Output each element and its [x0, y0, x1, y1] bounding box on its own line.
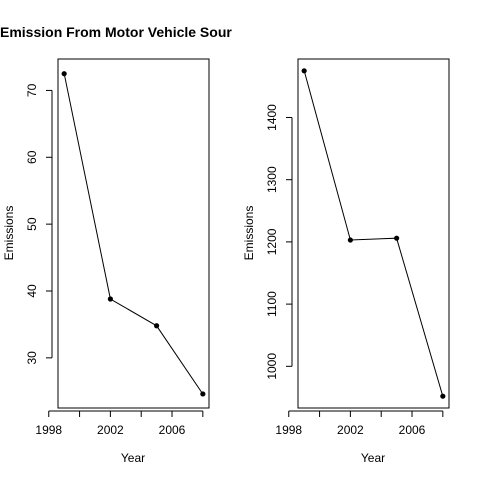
chart-title: Emission From Motor Vehicle Sour: [0, 24, 232, 40]
right-y-tick-label: 1100: [265, 291, 279, 317]
left-y-tick-label: 70: [25, 83, 39, 97]
right-data-point: [394, 235, 400, 241]
right-series-line: [303, 70, 444, 397]
left-data-point: [154, 323, 160, 329]
left-data-point: [61, 71, 67, 77]
right-x-tick-label: 1998: [275, 423, 302, 437]
left-data-point: [107, 296, 113, 302]
left-panel: Year Emissions 1998 2002 2006 30 40 50 60 70: [2, 58, 210, 465]
right-data-point: [440, 393, 446, 399]
right-y-tick-label: 1400: [265, 104, 279, 131]
right-x-tick-label: 2006: [399, 423, 426, 437]
right-x-axis-label: Year: [361, 451, 385, 465]
left-x-tick-label: 2002: [97, 423, 124, 437]
right-y-tick-label: 1000: [265, 353, 279, 380]
right-panel: Year Emissions 1998 2002 2006 1000 1100 1200 1…: [242, 58, 450, 465]
left-plot-frame: [57, 58, 210, 409]
right-y-axis-label: Emissions: [242, 206, 256, 261]
left-y-tick-label: 60: [25, 150, 39, 164]
left-data-point: [200, 391, 206, 397]
left-y-axis-label: Emissions: [2, 206, 16, 261]
right-x-tick-label: 2002: [337, 423, 364, 437]
left-y-tick-label: 30: [25, 351, 39, 365]
right-data-point: [347, 237, 353, 243]
right-plot-frame: [297, 58, 450, 409]
left-x-tick-label: 2006: [159, 423, 186, 437]
right-data-point: [301, 68, 307, 74]
left-y-tick-label: 50: [25, 217, 39, 231]
left-series-line: [63, 73, 204, 395]
right-y-tick-label: 1200: [265, 228, 279, 255]
right-y-tick-label: 1300: [265, 166, 279, 193]
left-x-tick-label: 1998: [35, 423, 62, 437]
left-y-tick-label: 40: [25, 284, 39, 298]
left-x-axis-label: Year: [121, 451, 145, 465]
